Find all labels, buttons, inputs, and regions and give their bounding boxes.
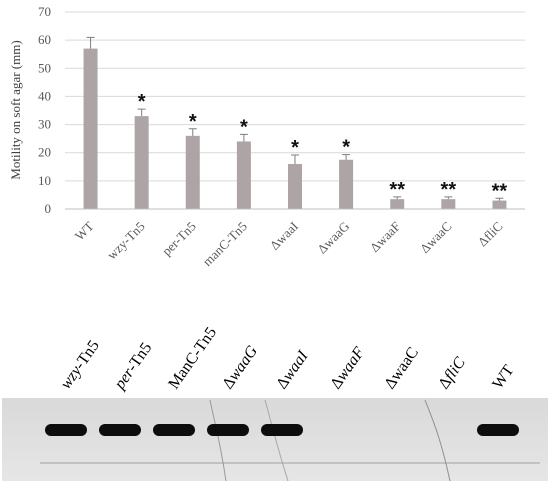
lane-label-part: waaG [225,342,261,383]
lane-label: ΔwaaF [327,344,368,392]
error-bar [291,154,299,164]
lane-label: ΔwaaI [273,347,312,392]
blot-bands [45,424,519,436]
protein-band [261,424,303,436]
y-tick-label: 10 [38,173,51,188]
lane-label-part: waaF [333,344,368,384]
significance-marker: * [342,137,350,159]
error-bar [239,133,248,142]
bar [236,141,251,209]
error-bar [393,196,402,200]
error-bar [342,154,351,160]
lane-label-part: WT [489,362,517,392]
significance-marker: * [138,91,146,113]
lane-label: wzy-Tn5 [57,337,103,392]
lane-label-part: ManC-Tn5 [165,324,220,392]
lane-label: ΔwaaG [219,342,261,392]
significance-marker: ** [441,179,457,201]
protein-band [45,424,87,436]
error-bar [444,196,453,200]
protein-band [477,424,519,436]
lane-label: ΔwaaC [381,344,422,392]
bar [134,116,149,209]
y-tick-label: 0 [45,201,52,216]
protein-band [99,424,141,436]
bar [492,200,507,209]
bars: ** ** *** ** ** [83,36,508,210]
error-bar [137,108,146,117]
significance-marker: * [240,116,248,138]
blot-membrane [2,398,548,481]
motility-bar-chart: 0 10 20 30 40 50 60 70 Motility on soft agar (m… [8,4,525,269]
bar [288,163,302,209]
bar [390,199,405,209]
bar [185,135,200,209]
x-tick-label: ΔwaaF [367,219,403,255]
significance-marker: * [189,111,197,133]
membrane-crease [264,399,289,482]
y-tick-label: 70 [38,4,51,19]
bar [441,199,456,209]
lane-label-part: waaI [279,347,312,384]
membrane-crease [424,399,451,482]
protein-band [153,424,195,436]
y-axis-ticks: 0 10 20 30 40 50 60 70 [38,4,51,216]
protein-band [207,424,249,436]
lane-label-part: ΔwaaC [381,344,422,392]
error-bar [495,197,504,201]
y-tick-label: 60 [38,32,51,47]
y-tick-label: 20 [38,145,51,160]
significance-marker: ** [389,179,405,201]
significance-marker: * [291,137,299,159]
y-tick-label: 40 [38,88,51,103]
significance-marker: ** [492,180,508,202]
lane-label-part: -Tn5 [124,340,156,375]
bar [339,159,354,209]
error-bar [86,36,95,49]
x-tick-label: ΔwaaG [314,219,352,257]
x-tick-label: ΔwaaI [267,219,301,253]
category-labels: WT wzy-Tn5 per-Tn5 manC-Tn5 ΔwaaI ΔwaaG ΔwaaF Δ… [72,218,506,268]
lane-label: per-Tn5 [111,340,156,394]
x-tick-label: manC-Tn5 [200,219,250,269]
y-tick-label: 50 [38,60,51,75]
bar [83,48,98,210]
x-tick-label: ΔfliC [475,219,506,250]
x-tick-label: per-Tn5 [159,219,199,259]
x-tick-label: WT [72,218,97,243]
y-axis-label: Motility on soft agar (mm) [8,40,23,179]
error-bar [188,128,197,136]
lane-label: ΔfliC [435,354,469,392]
lane-label: ManC-Tn5 [165,324,220,392]
x-tick-label: wzy-Tn5 [104,219,148,263]
y-tick-label: 30 [38,117,51,132]
lane-label: WT [489,362,517,392]
lane-label-part: -Tn5 [71,337,103,372]
x-tick-label: ΔwaaC [417,219,454,256]
